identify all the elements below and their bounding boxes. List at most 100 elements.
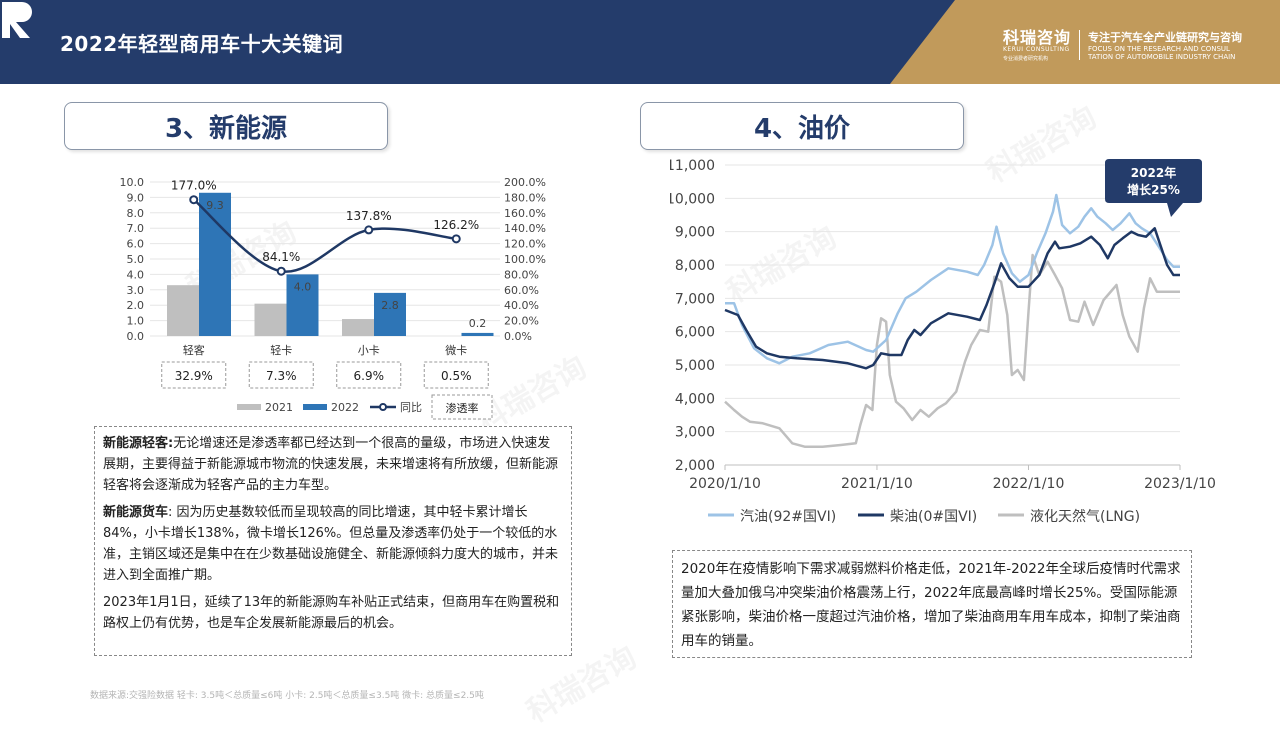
y2-tick-label: 140.0% — [504, 222, 546, 235]
y2-tick-label: 0.0% — [504, 330, 532, 343]
header-tagline-en-2: TATION OF AUTOMOBILE INDUSTRY CHAIN — [1088, 53, 1236, 61]
oil-price-chart: 2,000 3,000 4,000 5,000 6,000 7,000 8,000 9,000… — [670, 158, 1216, 525]
paragraph-body: 2023年1月1日，延续了13年的新能源购车补贴正式结束，但商用车在购置税和路权… — [103, 595, 560, 631]
y-tick-label: 5.0 — [127, 253, 145, 266]
bar-value-label: 4.0 — [294, 280, 312, 293]
y-tick-label: 9.0 — [127, 191, 145, 204]
y2-tick-label: 20.0% — [504, 315, 539, 328]
yoy-point — [364, 225, 374, 235]
y2-tick-label: 80.0% — [504, 268, 539, 281]
category-label: 轻卡 — [270, 343, 292, 357]
yoy-growth-line — [192, 198, 457, 273]
section-title-new-energy: 3、新能源 — [64, 102, 388, 150]
paragraph-lead: 新能源轻客: — [103, 436, 174, 451]
y-tick-label: 2,000 — [675, 458, 715, 474]
y-tick-label: 6,000 — [675, 325, 715, 341]
x-tick-label: 2021/1/10 — [841, 476, 913, 492]
category-label: 微卡 — [445, 343, 467, 357]
series-line — [724, 227, 1180, 370]
yoy-point — [276, 266, 286, 276]
legend-marker-yoy — [379, 403, 387, 411]
logo-text-en: KERUI CONSULTING — [1003, 46, 1070, 53]
y-tick-label: 11,000 — [670, 158, 715, 174]
x-tick-label: 2022/1/10 — [993, 476, 1065, 492]
header-tagline-en-1: FOCUS ON THE RESEARCH AND CONSUL — [1088, 45, 1230, 53]
legend-label: 同比 — [400, 401, 422, 414]
yoy-label: 126.2% — [433, 218, 479, 232]
header-tagline: 专注于汽车全产业链研究与咨询 — [1088, 31, 1242, 44]
yoy-label: 84.1% — [262, 250, 300, 264]
oil-price-text-box: 2020年在疫情影响下需求减弱燃料价格走低，2021年-2022年全球后疫情时代… — [672, 550, 1192, 658]
y2-tick-label: 180.0% — [504, 191, 546, 204]
series-line — [724, 253, 1180, 448]
category-label: 小卡 — [358, 344, 380, 357]
header-bar: 2022年轻型商用车十大关键词 科瑞咨询 KERUI CONSULTING 专业… — [0, 0, 1280, 84]
legend-label: 2022 — [331, 401, 359, 414]
penetration-value: 32.9% — [175, 369, 213, 383]
logo-text-cn: 科瑞咨询 — [1003, 28, 1072, 47]
paragraph-subsidy: 2023年1月1日，延续了13年的新能源购车补贴正式结束，但商用车在购置税和路权… — [103, 592, 563, 634]
page-title: 2022年轻型商用车十大关键词 — [60, 32, 344, 56]
legend-label: 2021 — [265, 401, 293, 414]
paragraph-body: 无论增速还是渗透率都已经达到一个很高的量级，市场进入快速发展期，主要得益于新能源… — [103, 436, 559, 493]
yoy-point — [189, 195, 199, 205]
yoy-label: 137.8% — [346, 209, 392, 223]
paragraph-light-bus: 新能源轻客:无论增速还是渗透率都已经达到一个很高的量级，市场进入快速发展期，主要… — [103, 433, 563, 496]
y-tick-label: 4,000 — [675, 391, 715, 407]
bar-2022 — [461, 332, 494, 336]
bar-2021 — [254, 303, 287, 336]
x-tick-label: 2023/1/10 — [1144, 476, 1216, 492]
header-gold-band — [890, 0, 1280, 84]
section-title-oil-price: 4、油价 — [640, 102, 964, 150]
y2-tick-label: 100.0% — [504, 253, 546, 266]
callout-text: 2022年 — [1131, 165, 1176, 180]
legend-label: 柴油(0#国VI) — [890, 509, 977, 525]
bar-2022 — [286, 274, 319, 336]
y-tick-label: 2.0 — [127, 299, 145, 312]
y-tick-label: 8,000 — [675, 258, 715, 274]
paragraph-body: : 因为历史基数较低而呈现较高的同比增速，其中轻卡累计增长84%，小卡增长138… — [103, 505, 559, 583]
series-line — [725, 193, 1180, 365]
y-tick-label: 5,000 — [675, 358, 715, 374]
legend-penetration-box — [431, 394, 493, 420]
bar-value-label: 0.2 — [469, 317, 487, 330]
bar-2021 — [342, 319, 374, 336]
legend-label: 汽油(92#国VI) — [740, 509, 836, 525]
y2-tick-label: 120.0% — [504, 238, 546, 251]
y-tick-label: 4.0 — [127, 268, 145, 281]
y-tick-label: 10,000 — [670, 191, 715, 207]
penetration-value: 6.9% — [354, 369, 385, 383]
y-tick-label: 3.0 — [127, 284, 145, 297]
bar-2021 — [167, 285, 199, 336]
paragraph-truck: 新能源货车: 因为历史基数较低而呈现较高的同比增速，其中轻卡累计增长84%，小卡… — [103, 502, 563, 586]
paragraph-lead: 新能源货车 — [103, 505, 169, 520]
y-tick-label: 6.0 — [127, 238, 145, 251]
penetration-box — [161, 361, 227, 389]
y2-tick-label: 40.0% — [504, 299, 539, 312]
bar-2022 — [374, 292, 406, 336]
callout-text: 增长25% — [1127, 182, 1180, 197]
header-background — [0, 0, 1280, 84]
bar-2022 — [199, 192, 231, 336]
y-tick-label: 1.0 — [127, 315, 145, 328]
oil-price-paragraph: 2020年在疫情影响下需求减弱燃料价格走低，2021年-2022年全球后疫情时代… — [681, 561, 1181, 649]
legend-swatch-2021 — [237, 404, 261, 410]
y2-tick-label: 160.0% — [504, 207, 546, 220]
new-energy-chart: 0.0 1.0 2.0 3.0 4.0 5.0 6.0 7.0 8.0 9.0 10.0 0.0% 20… — [120, 176, 546, 420]
penetration-box — [248, 361, 314, 389]
y-tick-label: 8.0 — [127, 207, 145, 220]
legend-swatch-2022 — [303, 404, 327, 410]
y-tick-label: 7,000 — [675, 291, 715, 307]
penetration-box — [423, 361, 489, 389]
kerui-logo-icon — [2, 2, 32, 38]
penetration-value: 7.3% — [266, 369, 297, 383]
category-label: 轻客 — [183, 343, 205, 357]
data-source-footnote: 数据来源:交强险数据 轻卡: 3.5吨＜总质量≤6吨 小卡: 2.5吨＜总质量≤… — [90, 691, 484, 701]
y-tick-label: 10.0 — [120, 176, 145, 189]
yoy-point — [451, 234, 461, 244]
header-divider — [1079, 30, 1080, 60]
legend-label: 液化天然气(LNG) — [1030, 508, 1140, 525]
penetration-value: 0.5% — [441, 369, 472, 383]
penetration-box — [336, 361, 402, 389]
new-energy-text-box: 新能源轻客:无论增速还是渗透率都已经达到一个很高的量级，市场进入快速发展期，主要… — [94, 426, 572, 656]
